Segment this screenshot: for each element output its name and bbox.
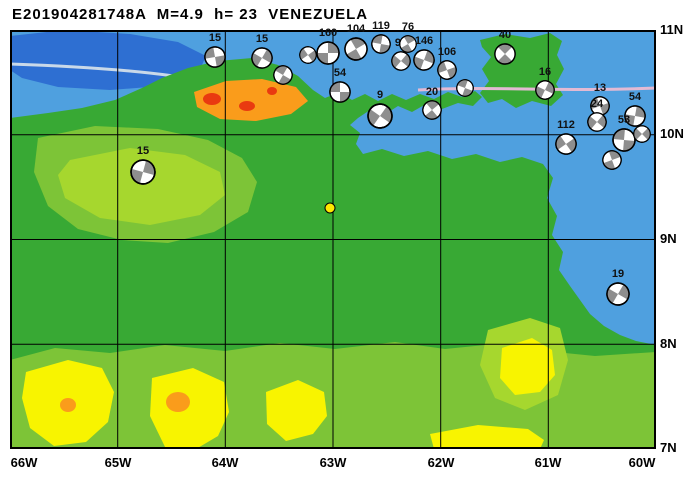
focal-mechanism-ball (204, 46, 226, 68)
focal-mechanism-ball (555, 133, 577, 155)
elevation-yellow-southeast (500, 338, 555, 395)
elevation-orange-spot-1 (166, 392, 190, 412)
focal-mechanism-ball (371, 34, 391, 54)
focal-mechanism-depth-label: 15 (136, 145, 150, 157)
focal-mechanism-ball (399, 35, 417, 53)
focal-mechanism-ball (624, 105, 646, 127)
focal-mechanism-ball (633, 125, 651, 143)
focal-mechanism-ball (606, 282, 630, 306)
lon-label: 62W (427, 455, 455, 470)
focal-mechanism-depth-label: 112 (557, 119, 575, 131)
focal-mechanism-ball (602, 150, 622, 170)
elevation-lowland-west-core (58, 148, 225, 225)
lat-label: 9N (660, 231, 677, 246)
focal-mechanism-ball (130, 159, 156, 185)
focal-mechanism-ball (299, 46, 317, 64)
lon-label: 65W (104, 455, 132, 470)
map-border (10, 30, 656, 449)
focal-mechanism-depth-label: 146 (414, 35, 434, 47)
elevation-red-peak-3 (267, 87, 277, 95)
focal-mechanism-depth-label: 53 (617, 114, 631, 126)
focal-mechanism-ball (456, 79, 474, 97)
elevation-yellow-southwest-2 (150, 368, 229, 449)
focal-mechanism-depth-label: 15 (208, 32, 222, 44)
focal-mechanism-ball (273, 65, 293, 85)
focal-mechanism-depth-label: 9 (376, 89, 384, 101)
focal-mechanism-depth-label: 19 (611, 268, 625, 280)
elevation-red-peak-2 (239, 101, 255, 111)
focal-mechanism-depth-label: 20 (425, 86, 439, 98)
focal-mechanism-depth-label: 106 (437, 46, 457, 58)
elevation-yellow-south-strip (430, 425, 544, 449)
elevation-yellow-south-center (266, 380, 327, 441)
focal-mechanism-ball (587, 112, 607, 132)
lat-label: 11N (660, 22, 684, 37)
focal-mechanism-ball (329, 81, 351, 103)
focal-mechanism-depth-label: 104 (346, 23, 366, 35)
map-frame: 1515151601041199276146106405492016135424… (10, 20, 656, 449)
lat-label: 8N (660, 336, 677, 351)
focal-mechanism-ball (391, 51, 411, 71)
lon-label: 63W (319, 455, 347, 470)
lon-label: 60W (628, 455, 656, 470)
focal-mechanism-ball (413, 49, 435, 71)
focal-mechanism-ball (367, 103, 393, 129)
lon-label: 61W (534, 455, 562, 470)
elevation-orange-spot-2 (60, 398, 76, 412)
focal-mechanism-depth-label: 16 (538, 66, 552, 78)
elevation-red-peak-1 (203, 93, 221, 105)
lat-label: 7N (660, 440, 677, 455)
ocean-ridge-line-east (417, 86, 656, 92)
focal-mechanism-ball (494, 43, 516, 65)
focal-mechanism-depth-label: 54 (628, 91, 642, 103)
focal-mechanism-ball (316, 41, 340, 65)
focal-mechanism-ball (344, 37, 368, 61)
focal-mechanism-depth-label: 160 (318, 27, 338, 39)
mechanism-layer: 1515151601041199276146106405492016135424… (10, 20, 656, 449)
focal-mechanism-depth-label: 76 (401, 21, 415, 33)
focal-mechanism-depth-label: 24 (590, 98, 604, 110)
map-title: E201904281748A M=4.9 h= 23 VENEZUELA (12, 6, 369, 23)
focal-mechanism-depth-label: 15 (255, 33, 269, 45)
focal-mechanism-ball (422, 100, 442, 120)
focal-mechanism-depth-label: 40 (498, 29, 512, 41)
elevation-orange-coastal-range (194, 79, 308, 121)
focal-mechanism-ball (612, 128, 636, 152)
lat-label: 10N (660, 126, 684, 141)
focal-mechanism-depth-label: 54 (333, 67, 347, 79)
lon-label: 66W (10, 455, 38, 470)
focal-mechanism-ball (437, 60, 457, 80)
focal-mechanism-depth-label: 13 (593, 82, 607, 94)
epicenter-marker (324, 202, 336, 214)
focal-mechanism-ball (251, 47, 273, 69)
focal-mechanism-depth-label: 119 (372, 20, 390, 32)
focal-mechanism-ball (535, 80, 555, 100)
lon-label: 64W (211, 455, 239, 470)
